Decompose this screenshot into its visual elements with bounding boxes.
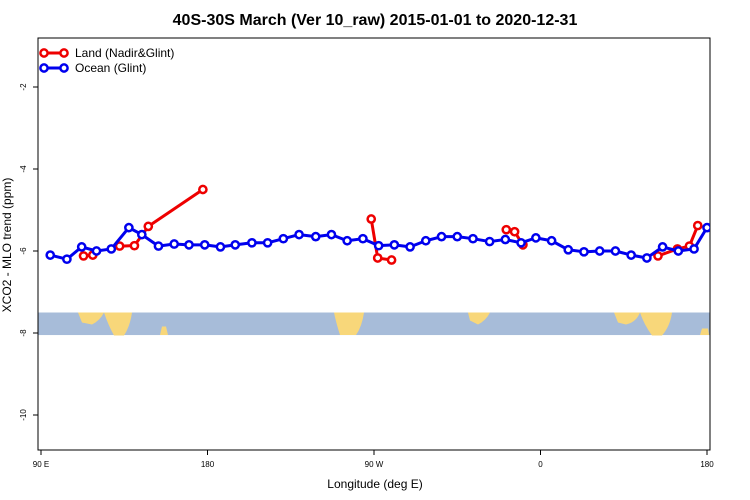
map-land	[78, 312, 104, 325]
map-land	[104, 312, 132, 336]
legend-land-label: Land (Nadir&Glint)	[75, 46, 174, 60]
series-ocean-point	[516, 237, 526, 248]
series-ocean-point	[468, 233, 478, 244]
series-ocean-point	[579, 246, 589, 257]
map-land	[160, 326, 168, 336]
series-ocean-point	[610, 246, 621, 256]
series-land-point	[198, 184, 208, 195]
series-ocean-point	[76, 242, 87, 252]
series-ocean-point	[184, 240, 194, 250]
series-ocean-point	[169, 239, 180, 249]
y-tick-label: -10	[19, 409, 28, 421]
series-ocean-point	[689, 244, 699, 254]
series-ocean-point	[452, 231, 463, 242]
series-land-point	[501, 224, 512, 235]
series-ocean-point	[326, 229, 337, 240]
map-land	[700, 328, 709, 336]
series-land-point	[114, 241, 125, 251]
series-ocean-point	[199, 240, 210, 250]
map-band	[38, 312, 710, 336]
series-ocean-line	[49, 226, 710, 261]
series-land-point	[509, 226, 520, 237]
series-ocean	[45, 222, 744, 265]
series-ocean-point	[342, 235, 353, 246]
series-layer	[45, 184, 744, 265]
series-ocean-point	[278, 233, 289, 244]
x-tick-label: 90 W	[365, 460, 384, 469]
y-tick-label: -8	[19, 329, 28, 337]
series-ocean-point	[91, 246, 102, 256]
series-ocean-point	[62, 254, 72, 265]
legend: Land (Nadir&Glint)Ocean (Glint)	[39, 46, 174, 75]
series-ocean-point	[531, 233, 541, 243]
x-tick-label: 0	[538, 460, 543, 469]
series-ocean-point	[657, 242, 668, 252]
y-tick-label: -2	[19, 83, 28, 91]
series-ocean-point	[294, 229, 304, 240]
series-ocean-point	[626, 250, 637, 260]
series-ocean-point	[262, 237, 273, 248]
axis-ticks: 90 E 180 90 W 0 180 -2 -4 -6 -8 -10	[19, 83, 714, 469]
x-axis-label: Longitude (deg E)	[327, 477, 422, 491]
x-tick-label: 90 E	[33, 460, 49, 469]
series-ocean-point	[389, 240, 400, 250]
series-ocean-point	[673, 246, 684, 256]
series-land-point	[143, 221, 154, 232]
map-land	[334, 312, 364, 336]
y-axis-label: XCO2 - MLO trend (ppm)	[0, 178, 14, 313]
series-ocean-point	[45, 250, 56, 260]
plot-area	[45, 184, 744, 265]
series-ocean-point	[358, 233, 368, 244]
series-ocean-point	[436, 231, 447, 242]
series-ocean-point	[247, 237, 257, 248]
series-ocean-point	[720, 231, 727, 238]
x-tick-label: 180	[700, 460, 714, 469]
series-land-point	[366, 214, 377, 224]
y-tick-label: -4	[19, 165, 28, 173]
series-ocean-point	[215, 242, 226, 252]
series-land-point	[78, 251, 89, 261]
legend-land-marker	[39, 48, 49, 58]
series-ocean-point	[500, 234, 511, 245]
series-ocean-point	[420, 235, 431, 246]
legend-ocean-label: Ocean (Glint)	[75, 61, 146, 75]
series-land-line	[119, 188, 204, 248]
x-tick-label: 180	[201, 460, 215, 469]
series-ocean-point	[373, 240, 384, 251]
series-ocean-point	[106, 244, 117, 254]
series-ocean-point	[484, 236, 495, 247]
series-ocean-point	[563, 244, 574, 255]
series-ocean-point	[230, 240, 241, 250]
series-land-point	[692, 220, 703, 231]
series-ocean-point	[405, 242, 415, 252]
series-land-point	[653, 251, 663, 261]
series-ocean-point	[594, 246, 605, 256]
series-ocean-point	[310, 231, 321, 242]
series-ocean-point	[642, 253, 652, 263]
series-ocean-point	[136, 229, 147, 240]
legend-land-marker	[59, 48, 69, 58]
series-land	[78, 184, 703, 265]
y-tick-label: -6	[19, 247, 28, 255]
legend-ocean-marker	[39, 63, 49, 73]
series-ocean-point	[737, 243, 744, 250]
series-ocean-point	[153, 241, 164, 251]
map-land	[614, 312, 640, 325]
series-land-point	[386, 255, 397, 265]
series-ocean-point	[546, 235, 557, 246]
map-land	[640, 312, 672, 336]
map-ocean	[38, 312, 710, 336]
map-land	[468, 312, 490, 325]
series-land-line	[369, 218, 392, 262]
series-ocean-point	[124, 222, 134, 233]
legend-ocean-marker	[59, 63, 69, 73]
series-land-point	[372, 253, 383, 263]
series-land-line	[657, 225, 700, 258]
chart-title: 40S-30S March (Ver 10_raw) 2015-01-01 to…	[173, 12, 578, 29]
series-ocean-point	[702, 222, 710, 233]
series-land-point	[129, 240, 140, 251]
